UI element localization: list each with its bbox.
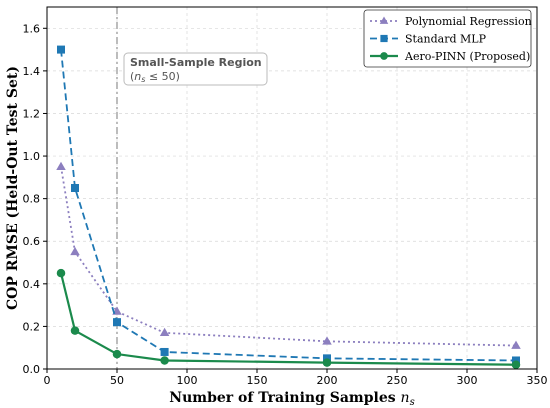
x-axis-label-subscript: s bbox=[410, 397, 415, 408]
data-point bbox=[70, 246, 80, 256]
series-line bbox=[60, 49, 517, 362]
annotation-subtitle: (ns ≤ 50) bbox=[130, 70, 180, 84]
annotation-title: Small-Sample Region bbox=[130, 56, 262, 69]
legend-items: Polynomial Regression Standard MLP Aero-PI… bbox=[370, 15, 532, 63]
legend-marker bbox=[379, 16, 389, 24]
x-tick-label: 0 bbox=[44, 374, 51, 387]
y-tick-label: 0.6 bbox=[23, 235, 41, 248]
y-tick-label: 0.8 bbox=[23, 193, 41, 206]
data-point bbox=[159, 327, 170, 337]
y-tick-label: 1.6 bbox=[23, 22, 41, 35]
data-point bbox=[70, 326, 80, 335]
series-1 bbox=[57, 45, 520, 365]
legend-label: Aero-PINN (Proposed) bbox=[404, 50, 530, 63]
annotation-subtitle-prefix: ( bbox=[130, 70, 134, 83]
x-tick-label: 150 bbox=[247, 374, 268, 387]
y-tick-label: 0.0 bbox=[23, 363, 41, 376]
x-tick-label: 200 bbox=[317, 374, 338, 387]
annotation-subtitle-rest: ≤ 50) bbox=[145, 70, 180, 83]
annotation-subtitle-symbol: n bbox=[134, 70, 141, 83]
legend-marker bbox=[380, 52, 388, 60]
series-0 bbox=[56, 161, 521, 349]
data-point bbox=[323, 354, 331, 363]
data-point bbox=[511, 340, 521, 349]
data-point bbox=[57, 45, 65, 54]
data-point bbox=[322, 358, 332, 367]
legend-label: Polynomial Regression bbox=[405, 15, 532, 28]
data-point bbox=[113, 318, 121, 327]
data-point bbox=[512, 356, 520, 365]
series-group bbox=[56, 45, 521, 369]
data-point bbox=[56, 161, 66, 170]
legend-item: Aero-PINN (Proposed) bbox=[370, 50, 530, 63]
axis-ticks: 0 50 100 150 200 250 300 350 0.0 0.2 0.4 0.6 0.8 1.0 1… bbox=[23, 22, 548, 387]
y-tick-label: 1.2 bbox=[23, 107, 41, 120]
y-tick-label: 0.4 bbox=[23, 278, 41, 291]
legend-box bbox=[363, 9, 532, 68]
data-point bbox=[112, 349, 122, 359]
data-point bbox=[322, 336, 332, 345]
legend-item: Polynomial Regression bbox=[370, 15, 532, 28]
legend-label: Standard MLP bbox=[405, 33, 487, 46]
x-tick-label: 350 bbox=[527, 374, 548, 387]
x-axis-label: Number of Training Samples ns bbox=[169, 390, 414, 408]
x-axis-label-symbol: n bbox=[401, 390, 410, 406]
series-line bbox=[59, 272, 517, 366]
data-point bbox=[71, 184, 79, 192]
legend: Polynomial Regression Standard MLP Aero-PI… bbox=[363, 9, 532, 68]
small-sample-annotation: Small-Sample Region (ns ≤ 50) bbox=[123, 52, 268, 86]
series-line bbox=[60, 166, 517, 347]
plot-frame bbox=[46, 6, 538, 370]
x-tick-label: 100 bbox=[177, 374, 198, 387]
annotation-subtitle-subscript: s bbox=[141, 75, 145, 84]
y-tick-label: 0.2 bbox=[23, 320, 41, 333]
y-tick-label: 1.0 bbox=[23, 150, 41, 163]
y-tick-label: 1.4 bbox=[23, 65, 41, 78]
annotation-box bbox=[123, 52, 268, 86]
legend-marker bbox=[380, 34, 388, 43]
x-tick-label: 250 bbox=[387, 374, 408, 387]
x-tick-label: 300 bbox=[457, 374, 478, 387]
series-2 bbox=[56, 268, 521, 369]
legend-item: Standard MLP bbox=[370, 33, 487, 46]
x-axis-label-text: Number of Training Samples bbox=[169, 390, 395, 406]
data-point bbox=[160, 356, 169, 365]
y-axis-label: COP RMSE (Held-Out Test Set) bbox=[5, 66, 21, 310]
data-point bbox=[511, 360, 521, 369]
x-tick-label: 50 bbox=[110, 374, 124, 387]
data-point bbox=[160, 347, 169, 356]
data-point bbox=[56, 268, 66, 278]
